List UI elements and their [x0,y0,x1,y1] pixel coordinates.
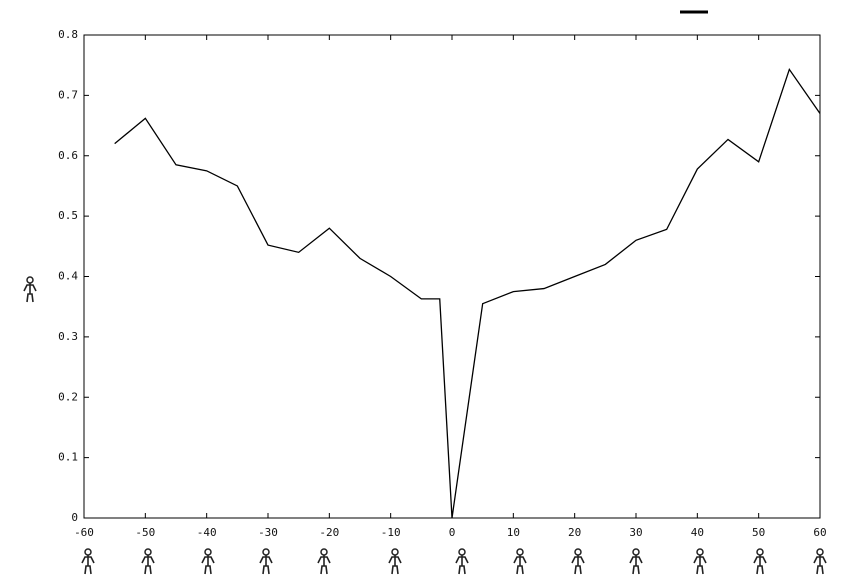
y-tick-label: 0.1 [58,451,78,464]
x-tick-label: 20 [568,526,581,539]
x-tick-label: -20 [319,526,339,539]
x-tick-label: 60 [813,526,826,539]
x-tick-label: -30 [258,526,278,539]
x-tick-label: 0 [449,526,456,539]
x-tick-label: 50 [752,526,765,539]
x-tick-label: -60 [74,526,94,539]
y-tick-label: 0.8 [58,28,78,41]
x-tick-label: -10 [381,526,401,539]
x-tick-label: -50 [135,526,155,539]
y-tick-label: 0.5 [58,209,78,222]
x-axis-figures [82,549,826,574]
y-tick-label: 0 [71,511,78,524]
y-tick-label: 0.7 [58,88,78,101]
x-tick-label: 40 [691,526,704,539]
data-line [115,69,820,518]
x-tick-label: 10 [507,526,520,539]
plot-frame [84,35,820,518]
y-tick-label: 0.4 [58,270,78,283]
x-tick-label: 30 [629,526,642,539]
chart: 0 0.1 0.2 0.3 0.4 0.5 0.6 0.7 0.8 -60 -50 -40 -30 -20… [0,0,843,585]
y-axis-figure [24,277,36,302]
y-tick-label: 0.2 [58,390,78,403]
x-tick-label: -40 [197,526,217,539]
y-tick-label: 0.6 [58,149,78,162]
y-tick-label: 0.3 [58,330,78,343]
